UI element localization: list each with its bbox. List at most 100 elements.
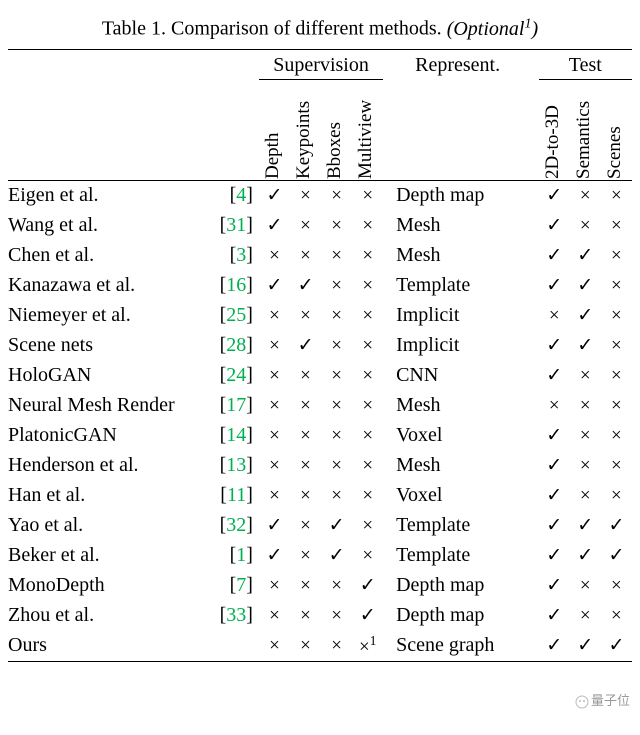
- citation-ref[interactable]: [31]: [208, 211, 259, 241]
- citation-ref[interactable]: [13]: [208, 451, 259, 481]
- table-row: Wang et al.[31]✓×××Mesh✓××: [8, 211, 632, 241]
- cell-mark: ×: [290, 571, 321, 601]
- representation: Template: [392, 511, 523, 541]
- cell-mark: ✓: [539, 361, 570, 391]
- citation-ref[interactable]: [208, 631, 259, 662]
- representation: Mesh: [392, 451, 523, 481]
- cell-mark: ×: [321, 361, 352, 391]
- citation-ref[interactable]: [16]: [208, 271, 259, 301]
- representation: Voxel: [392, 481, 523, 511]
- cell-mark: ✓: [570, 631, 601, 662]
- col-semantics: Semantics: [570, 79, 601, 180]
- citation-ref[interactable]: [28]: [208, 331, 259, 361]
- cell-mark: ✓: [539, 211, 570, 241]
- citation-ref[interactable]: [14]: [208, 421, 259, 451]
- table-row: HoloGAN[24]××××CNN✓××: [8, 361, 632, 391]
- cell-mark: ×: [290, 391, 321, 421]
- cell-mark: ✓: [259, 271, 290, 301]
- cell-mark: ×: [601, 391, 632, 421]
- table-row: Beker et al.[1]✓×✓×Template✓✓✓: [8, 541, 632, 571]
- cell-mark: ×: [352, 211, 383, 241]
- cell-mark: ×: [321, 241, 352, 271]
- representation: Depth map: [392, 180, 523, 211]
- cell-mark: ×: [352, 271, 383, 301]
- representation: Implicit: [392, 301, 523, 331]
- cell-mark: ×: [321, 631, 352, 662]
- cell-mark: ×: [601, 301, 632, 331]
- watermark: 量子位: [575, 690, 630, 709]
- citation-ref[interactable]: [1]: [208, 541, 259, 571]
- cell-mark: ×: [352, 481, 383, 511]
- cell-mark: ×: [259, 571, 290, 601]
- cell-mark: ×: [259, 631, 290, 662]
- cell-mark: ✓: [539, 331, 570, 361]
- cell-mark: ×: [321, 301, 352, 331]
- cell-mark: ✓: [539, 511, 570, 541]
- representation: CNN: [392, 361, 523, 391]
- cell-mark: ×: [259, 331, 290, 361]
- citation-ref[interactable]: [17]: [208, 391, 259, 421]
- representation: Voxel: [392, 421, 523, 451]
- cell-mark: ×: [570, 391, 601, 421]
- cell-mark: ×: [352, 541, 383, 571]
- col-2d-to-3d: 2D-to-3D: [539, 79, 570, 180]
- representation: Mesh: [392, 211, 523, 241]
- table-caption: Table 1. Comparison of different methods…: [8, 16, 632, 41]
- cell-mark: ✓: [539, 601, 570, 631]
- cell-mark: ×: [321, 391, 352, 421]
- cell-mark: ✓: [570, 271, 601, 301]
- cell-mark: ×: [601, 271, 632, 301]
- cell-mark: ✓: [259, 180, 290, 211]
- citation-ref[interactable]: [4]: [208, 180, 259, 211]
- cell-mark: ×: [321, 571, 352, 601]
- cell-mark: ×: [290, 361, 321, 391]
- citation-ref[interactable]: [11]: [208, 481, 259, 511]
- method-name: Wang et al.: [8, 211, 208, 241]
- table-row: Yao et al.[32]✓×✓×Template✓✓✓: [8, 511, 632, 541]
- cell-mark: ✓: [321, 511, 352, 541]
- cell-mark: ×: [290, 241, 321, 271]
- cell-mark: ×: [570, 481, 601, 511]
- citation-ref[interactable]: [25]: [208, 301, 259, 331]
- cell-mark: ×: [601, 361, 632, 391]
- cell-mark: ×: [601, 211, 632, 241]
- cell-mark: ✓: [259, 211, 290, 241]
- cell-mark: ×: [290, 601, 321, 631]
- cell-mark: ×1: [352, 631, 383, 662]
- table-row: Neural Mesh Render[17]××××Mesh×××: [8, 391, 632, 421]
- method-name: Neural Mesh Render: [8, 391, 208, 421]
- cell-mark: ×: [259, 241, 290, 271]
- col-scenes: Scenes: [601, 79, 632, 180]
- cell-mark: ×: [259, 601, 290, 631]
- table-row: PlatonicGAN[14]××××Voxel✓××: [8, 421, 632, 451]
- method-name: Eigen et al.: [8, 180, 208, 211]
- col-bboxes: Bboxes: [321, 79, 352, 180]
- cell-mark: ×: [259, 301, 290, 331]
- representation: Implicit: [392, 331, 523, 361]
- cell-mark: ×: [290, 211, 321, 241]
- method-name: HoloGAN: [8, 361, 208, 391]
- citation-ref[interactable]: [32]: [208, 511, 259, 541]
- cell-mark: ×: [601, 571, 632, 601]
- header-supervision: Supervision: [259, 49, 383, 79]
- cell-mark: ✓: [539, 571, 570, 601]
- cell-mark: ✓: [539, 180, 570, 211]
- method-name: Niemeyer et al.: [8, 301, 208, 331]
- col-keypoints: Keypoints: [290, 79, 321, 180]
- cell-mark: ×: [259, 421, 290, 451]
- citation-ref[interactable]: [24]: [208, 361, 259, 391]
- cell-mark: ×: [290, 301, 321, 331]
- representation: Template: [392, 271, 523, 301]
- cell-mark: ×: [321, 331, 352, 361]
- table-row: Zhou et al.[33]×××✓Depth map✓××: [8, 601, 632, 631]
- cell-mark: ✓: [352, 601, 383, 631]
- citation-ref[interactable]: [7]: [208, 571, 259, 601]
- cell-mark: ×: [352, 391, 383, 421]
- cell-mark: ×: [259, 481, 290, 511]
- cell-mark: ×: [570, 421, 601, 451]
- citation-ref[interactable]: [33]: [208, 601, 259, 631]
- method-name: MonoDepth: [8, 571, 208, 601]
- cell-mark: ×: [601, 241, 632, 271]
- cell-mark: ×: [321, 271, 352, 301]
- citation-ref[interactable]: [3]: [208, 241, 259, 271]
